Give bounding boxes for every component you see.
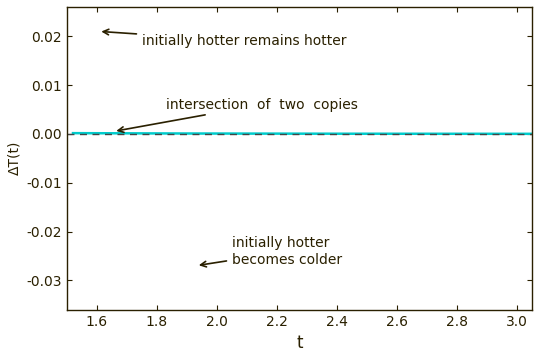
Text: intersection  of  two  copies: intersection of two copies: [118, 98, 358, 132]
X-axis label: t: t: [296, 334, 303, 352]
Y-axis label: ΔT(t): ΔT(t): [7, 141, 21, 176]
Text: initially hotter remains hotter: initially hotter remains hotter: [103, 29, 347, 48]
Text: initially hotter
becomes colder: initially hotter becomes colder: [201, 237, 342, 267]
